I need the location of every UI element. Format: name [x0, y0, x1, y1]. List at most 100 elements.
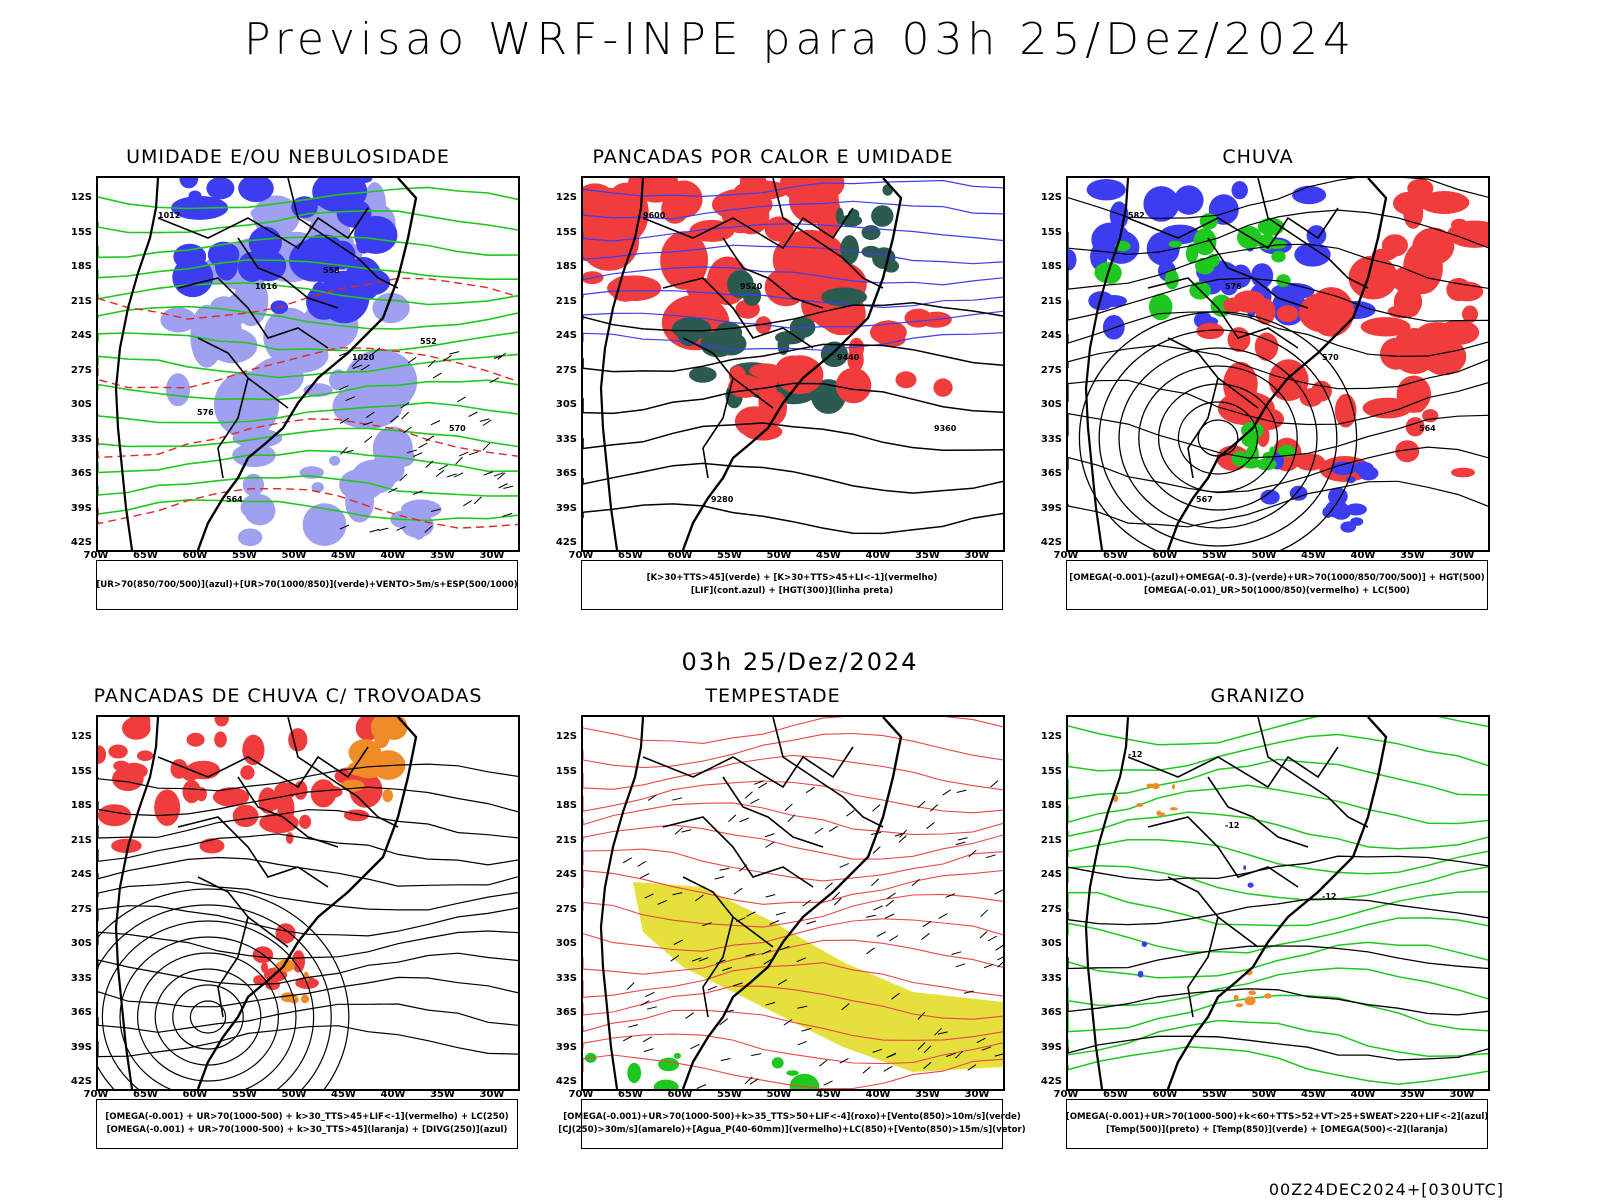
lon-tick-label: 45W [1301, 550, 1326, 561]
storm-red-area [154, 789, 181, 826]
storm-red-area [199, 838, 225, 854]
lon-tick-label: 55W [1202, 1089, 1227, 1100]
storm-red-area [214, 731, 227, 748]
lat-tick-label: 39S [1040, 1041, 1062, 1053]
wind-vector [447, 473, 457, 478]
height-label: 9440 [837, 353, 860, 362]
storm-orange-area [300, 994, 310, 1004]
lat-tick-label: 18S [70, 800, 92, 811]
instability-teal-area [700, 331, 736, 358]
rain-blue-area [1102, 315, 1125, 340]
lat-tick-label: 24S [1040, 869, 1062, 880]
rain-blue-area [1294, 242, 1331, 267]
storm-red-area [186, 732, 205, 747]
streamline-black [172, 984, 244, 1050]
lon-tick-label: 65W [618, 550, 643, 561]
storm-red-area [265, 979, 280, 991]
wind-vector [719, 867, 730, 871]
lon-tick-label: 60W [182, 550, 208, 561]
instability-red-area [762, 390, 787, 425]
lon-tick-label: 40W [380, 1089, 406, 1100]
storm-red-area [108, 744, 128, 759]
panel-title: CHUVA [1222, 146, 1294, 168]
wind-vector [967, 1064, 977, 1071]
temp850-green-contour [1068, 784, 1488, 825]
temp500-black-contour [1068, 855, 1488, 882]
humidity-green-contour [98, 282, 518, 306]
lon-tick-label: 70W [1053, 550, 1079, 561]
lon-tick-label: 55W [717, 1089, 742, 1100]
legend-box: [OMEGA(-0.001) + UR>70(1000-500) + k>30_… [96, 1099, 518, 1149]
temp500-black-contour [1068, 988, 1488, 1016]
storm-red-area [232, 804, 259, 828]
lif-blue-contour [583, 179, 1003, 198]
panel-pancadas-calor: PANCADAS POR CALOR E UMIDADE 9600 9520 9440… [533, 146, 1013, 626]
lif-blue-contour [583, 223, 1003, 242]
lat-tick-label: 21S [555, 834, 577, 846]
panel-title: TEMPESTADE [705, 685, 841, 707]
wind-vector [764, 833, 775, 838]
coastline-west [599, 178, 645, 550]
lon-tick-label: 45W [816, 550, 841, 561]
lat-tick-label: 33S [1040, 433, 1062, 445]
coastline-west [599, 717, 645, 1089]
humidity-blue-area [353, 178, 373, 184]
lat-tick-label: 12S [1040, 731, 1062, 742]
height-label: 9520 [740, 282, 763, 291]
wind-vector [339, 417, 349, 424]
lon-tick-label: 50W [1251, 1089, 1277, 1100]
thickness-red-dashed [98, 277, 518, 320]
wind-vector [425, 435, 435, 442]
wind-vector [351, 359, 360, 368]
lat-tick-label: 42S [555, 1076, 577, 1087]
wind-vector [739, 817, 749, 823]
country-border [217, 916, 249, 1018]
country-border [1127, 207, 1339, 250]
hgt300-black-contour [583, 503, 1003, 535]
coastline-west [1084, 717, 1130, 1089]
instability-teal-area [840, 235, 859, 265]
rain-green-area [1276, 274, 1291, 288]
instability-red-area [835, 367, 872, 404]
humidity-green-contour [98, 235, 518, 259]
temp850-green-contour [1068, 917, 1488, 954]
legend-text: [OMEGA(-0.001) + UR>70(1000-500) + k>30_… [106, 1125, 508, 1135]
lat-tick-label: 18S [1040, 800, 1062, 811]
wind-vector [738, 864, 748, 872]
streamline-black [98, 930, 518, 960]
wind-vector [797, 1040, 807, 1046]
lon-tick-label: 55W [717, 550, 742, 561]
country-border [1257, 178, 1369, 289]
rain-blue-area [1174, 185, 1204, 215]
wind-vector [732, 982, 743, 987]
lif-blue-contour [583, 310, 1003, 330]
hgt500-black-contour [1138, 365, 1298, 511]
humidity-green-contour [98, 499, 518, 522]
legend-box: [UR>70(850/700/500)](azul)+[UR>70(1000/8… [96, 560, 518, 610]
wind-vector [872, 846, 881, 854]
streamline-black [98, 881, 518, 911]
lif-blue-contour [583, 332, 1003, 351]
wind-vector [886, 1052, 897, 1058]
country-border [287, 178, 399, 289]
wind-vector [744, 791, 753, 799]
rain-red-area [1223, 361, 1258, 408]
lon-tick-label: 70W [568, 1089, 594, 1100]
rain-green-area [1164, 269, 1179, 290]
wind-vector [787, 814, 796, 823]
legend-text: [CJ(250)>30m/s](amarelo)+[Agua_P(40-60mm… [558, 1125, 1026, 1135]
wind-vector [722, 966, 732, 972]
country-border [722, 776, 824, 848]
omega-orange-area [1156, 810, 1162, 816]
wind-vector [921, 932, 930, 940]
lat-tick-label: 30S [1040, 399, 1062, 410]
country-border [642, 746, 854, 789]
humidity-lightblue-area [329, 455, 341, 466]
height-label: 9600 [643, 211, 666, 220]
lat-tick-label: 36S [70, 468, 92, 479]
country-border [642, 207, 854, 250]
streamline-black [189, 1000, 227, 1034]
rain-red-area [1421, 337, 1467, 376]
precipitable-water-red-contour [583, 824, 1003, 860]
lon-tick-label: 40W [1350, 550, 1376, 561]
